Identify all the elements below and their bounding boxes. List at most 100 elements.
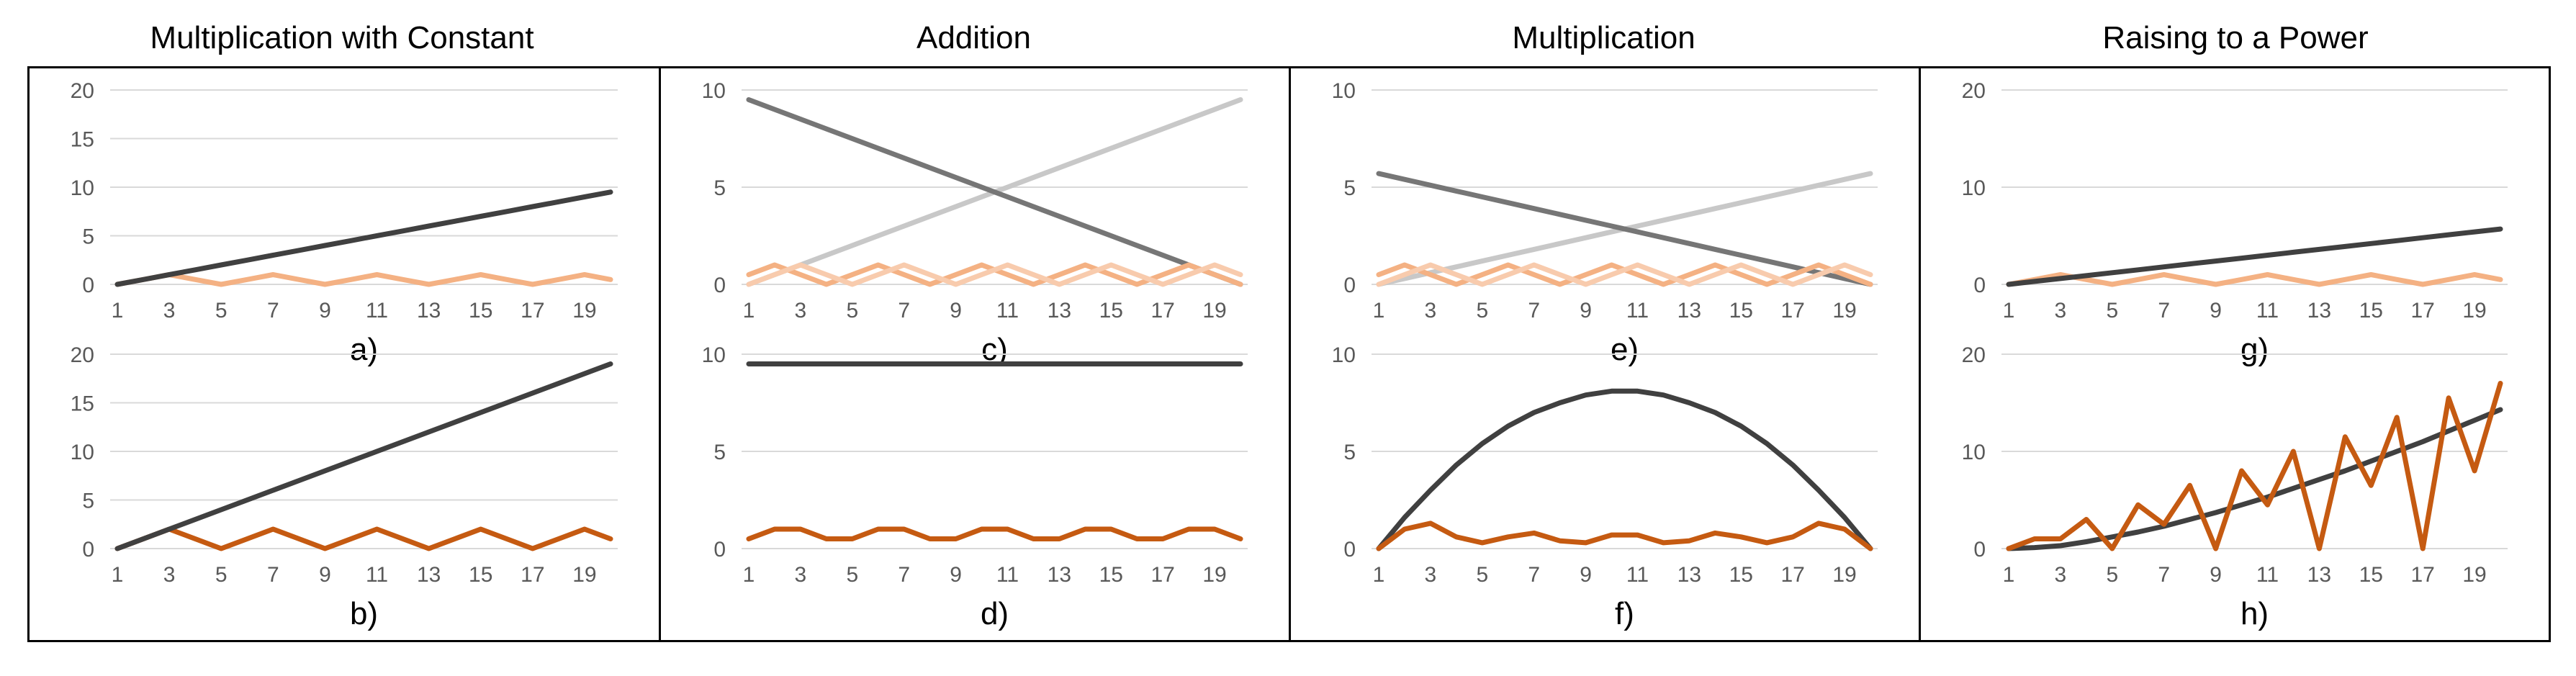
y-tick-label-b-20: 20 bbox=[71, 343, 94, 367]
y-tick-label-c-5: 5 bbox=[713, 176, 726, 200]
x-tick-label-h-7: 7 bbox=[2158, 563, 2170, 587]
y-tick-label-e-10: 10 bbox=[1332, 79, 1356, 103]
x-tick-label-h-19: 19 bbox=[2462, 563, 2486, 587]
series-line-e-falling bbox=[1376, 171, 1873, 287]
panel-label-a: a) bbox=[350, 332, 378, 367]
y-tick-label-a-5: 5 bbox=[82, 225, 94, 249]
x-tick-label-a-9: 9 bbox=[319, 299, 331, 323]
x-tick-label-e-13: 13 bbox=[1677, 299, 1701, 323]
x-tick-label-g-3: 3 bbox=[2055, 299, 2067, 323]
x-tick-label-a-11: 11 bbox=[366, 299, 388, 323]
x-tick-label-a-1: 1 bbox=[112, 299, 124, 323]
x-tick-label-e-17: 17 bbox=[1780, 299, 1804, 323]
y-tick-label-e-5: 5 bbox=[1343, 176, 1356, 200]
x-tick-label-c-1: 1 bbox=[743, 299, 755, 323]
series-line-b-product bbox=[114, 526, 613, 551]
x-tick-label-c-11: 11 bbox=[996, 299, 1019, 323]
series-line-a-base bbox=[114, 272, 613, 287]
panel-label-b: b) bbox=[350, 596, 378, 631]
x-tick-label-b-7: 7 bbox=[267, 563, 279, 587]
series-line-g-trend bbox=[2006, 226, 2503, 287]
y-tick-label-b-5: 5 bbox=[82, 490, 94, 513]
x-tick-label-g-5: 5 bbox=[2106, 299, 2118, 323]
x-tick-label-h-13: 13 bbox=[2307, 563, 2331, 587]
x-tick-label-h-3: 3 bbox=[2055, 563, 2067, 587]
x-tick-label-b-3: 3 bbox=[163, 563, 176, 587]
x-tick-label-c-15: 15 bbox=[1099, 299, 1123, 323]
column-title-power: Raising to a Power bbox=[2102, 20, 2369, 55]
x-tick-label-a-19: 19 bbox=[572, 299, 596, 323]
x-tick-label-d-5: 5 bbox=[846, 563, 858, 587]
x-tick-label-h-5: 5 bbox=[2106, 563, 2118, 587]
y-tick-label-f-0: 0 bbox=[1343, 538, 1356, 562]
x-tick-label-f-15: 15 bbox=[1729, 563, 1753, 587]
x-tick-label-f-9: 9 bbox=[1580, 563, 1592, 587]
x-tick-label-g-13: 13 bbox=[2307, 299, 2331, 323]
x-tick-label-g-1: 1 bbox=[2003, 299, 2015, 323]
y-tick-label-a-0: 0 bbox=[82, 274, 94, 297]
x-tick-label-c-7: 7 bbox=[898, 299, 910, 323]
series-line-h-power_trend bbox=[2006, 407, 2503, 551]
x-tick-label-g-11: 11 bbox=[2256, 299, 2279, 323]
y-tick-label-d-5: 5 bbox=[713, 441, 726, 464]
x-tick-label-d-3: 3 bbox=[795, 563, 807, 587]
x-tick-label-b-11: 11 bbox=[366, 563, 388, 587]
column-title-multiplication: Multiplication bbox=[1512, 20, 1695, 55]
panel-label-g: g) bbox=[2241, 332, 2269, 367]
x-tick-label-c-9: 9 bbox=[950, 299, 962, 323]
x-tick-label-a-13: 13 bbox=[417, 299, 441, 323]
panel-label-e: e) bbox=[1611, 332, 1639, 367]
y-tick-label-a-15: 15 bbox=[71, 128, 94, 152]
y-tick-label-h-10: 10 bbox=[1962, 441, 1986, 464]
x-tick-label-b-5: 5 bbox=[215, 563, 228, 587]
y-tick-label-h-20: 20 bbox=[1962, 343, 1986, 367]
x-tick-label-a-17: 17 bbox=[521, 299, 544, 323]
x-tick-label-d-9: 9 bbox=[950, 563, 962, 587]
x-tick-label-b-13: 13 bbox=[417, 563, 441, 587]
y-tick-label-f-5: 5 bbox=[1343, 441, 1356, 464]
series-line-a-trend bbox=[114, 189, 613, 287]
x-tick-label-f-19: 19 bbox=[1832, 563, 1856, 587]
series-line-b-trend bbox=[114, 361, 613, 551]
x-tick-label-b-19: 19 bbox=[572, 563, 596, 587]
x-tick-label-e-3: 3 bbox=[1425, 299, 1437, 323]
x-tick-label-f-5: 5 bbox=[1476, 563, 1488, 587]
y-tick-label-c-10: 10 bbox=[702, 79, 726, 103]
x-tick-label-f-13: 13 bbox=[1677, 563, 1701, 587]
x-tick-label-c-17: 17 bbox=[1150, 299, 1174, 323]
series-line-f-product_base bbox=[1376, 520, 1873, 551]
y-tick-label-d-0: 0 bbox=[713, 538, 726, 562]
x-tick-label-e-5: 5 bbox=[1476, 299, 1488, 323]
series-line-g-base bbox=[2006, 272, 2503, 287]
series-line-d-sum_base bbox=[746, 526, 1243, 541]
x-tick-label-d-15: 15 bbox=[1099, 563, 1123, 587]
x-tick-label-g-7: 7 bbox=[2158, 299, 2170, 323]
x-tick-label-e-7: 7 bbox=[1528, 299, 1540, 323]
x-tick-label-e-9: 9 bbox=[1580, 299, 1592, 323]
x-tick-label-a-3: 3 bbox=[163, 299, 176, 323]
x-tick-label-h-11: 11 bbox=[2256, 563, 2279, 587]
x-tick-label-b-15: 15 bbox=[469, 563, 492, 587]
x-tick-label-e-15: 15 bbox=[1729, 299, 1753, 323]
column-title-multiplication-constant: Multiplication with Constant bbox=[150, 20, 534, 55]
series-line-c-base2 bbox=[746, 262, 1243, 287]
column-title-addition: Addition bbox=[916, 20, 1031, 55]
x-tick-label-g-19: 19 bbox=[2462, 299, 2486, 323]
y-tick-label-b-15: 15 bbox=[71, 392, 94, 416]
y-tick-label-g-10: 10 bbox=[1962, 176, 1986, 200]
y-tick-label-e-0: 0 bbox=[1343, 274, 1356, 297]
x-tick-label-g-17: 17 bbox=[2410, 299, 2434, 323]
x-tick-label-f-7: 7 bbox=[1528, 563, 1540, 587]
x-tick-label-d-13: 13 bbox=[1048, 563, 1071, 587]
x-tick-label-f-1: 1 bbox=[1373, 563, 1385, 587]
panel-frame-4 bbox=[1919, 66, 2551, 642]
x-tick-label-d-19: 19 bbox=[1202, 563, 1226, 587]
x-tick-label-h-17: 17 bbox=[2410, 563, 2434, 587]
x-tick-label-g-15: 15 bbox=[2359, 299, 2383, 323]
series-line-f-product_trend bbox=[1376, 388, 1873, 551]
y-tick-label-g-0: 0 bbox=[1973, 274, 1986, 297]
x-tick-label-e-11: 11 bbox=[1626, 299, 1649, 323]
x-tick-label-d-11: 11 bbox=[996, 563, 1019, 587]
y-tick-label-a-10: 10 bbox=[71, 176, 94, 200]
y-tick-label-b-0: 0 bbox=[82, 538, 94, 562]
